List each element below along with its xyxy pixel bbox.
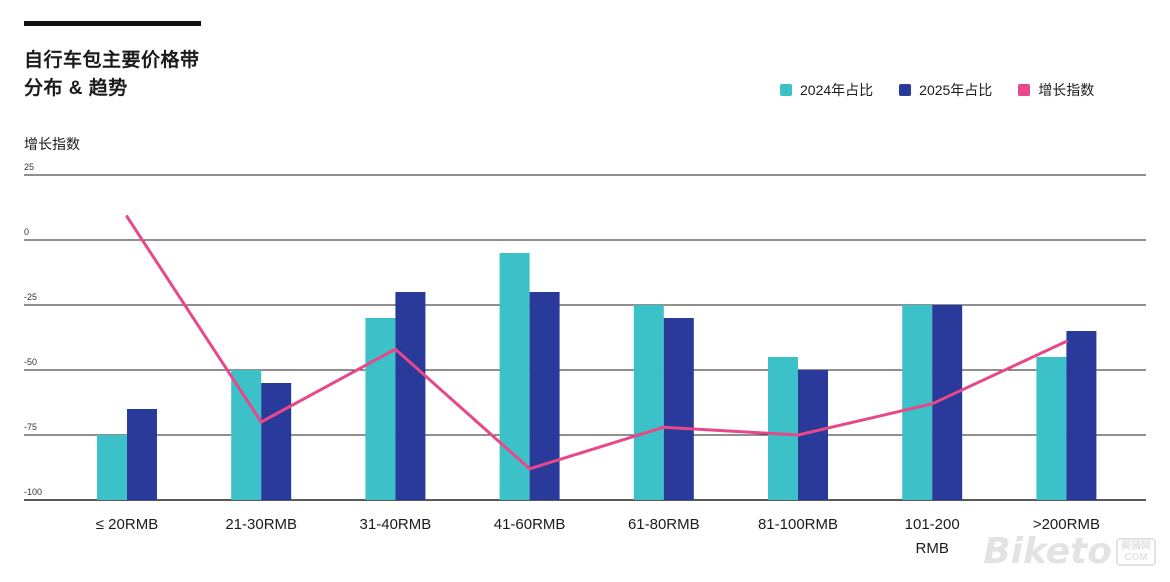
watermark-badge: 美骑网 COM: [1116, 537, 1156, 566]
chart-title: 自行车包主要价格带 分布 & 趋势: [24, 47, 200, 103]
legend-label-growth: 增长指数: [1038, 82, 1095, 98]
x-tick-label: >200RMB: [1033, 516, 1100, 533]
bar-2024: [365, 318, 396, 500]
bar-2024: [499, 253, 530, 500]
y-tick-label: -75: [24, 422, 37, 432]
bar-2025: [261, 383, 292, 500]
bar-2024: [1036, 357, 1067, 500]
title-accent-bar: [24, 21, 201, 26]
bar-2025: [663, 318, 694, 500]
bar-2025: [1066, 331, 1097, 500]
watermark-badge-bottom: COM: [1124, 551, 1148, 563]
legend-item-2025: 2025年占比: [899, 80, 992, 100]
watermark: Biketo 美骑网 COM: [983, 531, 1156, 572]
x-tick-label: ≤ 20RMB: [96, 516, 158, 533]
growth-index-point: [662, 425, 666, 429]
growth-index-point: [796, 433, 800, 437]
legend-swatch-2025: [899, 84, 912, 96]
watermark-brand: Biketo: [983, 531, 1112, 572]
title-line-2: 分布 & 趋势: [24, 78, 128, 99]
legend-swatch-growth: [1018, 84, 1031, 96]
growth-index-point: [528, 467, 532, 471]
bar-2024: [97, 435, 127, 500]
growth-index-point: [393, 347, 397, 351]
bar-2024: [231, 370, 262, 500]
y-tick-label: -100: [24, 487, 42, 497]
y-tick-label: -25: [24, 292, 37, 302]
growth-index-point: [125, 215, 129, 219]
title-line-1: 自行车包主要价格带: [24, 50, 200, 71]
legend-item-2024: 2024年占比: [780, 80, 873, 100]
y-tick-label: -50: [24, 357, 37, 367]
bar-2024: [768, 357, 798, 500]
y-axis-label: 增长指数: [24, 136, 80, 152]
x-tick-label: 31-40RMB: [360, 516, 432, 533]
bar-2024: [633, 305, 664, 500]
bar-2024: [902, 305, 933, 500]
y-tick-label: 25: [24, 162, 34, 172]
growth-index-point: [1064, 339, 1068, 343]
x-tick-label: 101-200: [905, 516, 960, 533]
bar-2025: [395, 292, 426, 500]
x-tick-label: 81-100RMB: [758, 516, 838, 533]
legend-swatch-2024: [780, 84, 792, 96]
x-tick-label: 21-30RMB: [225, 516, 297, 533]
bar-2025: [127, 409, 157, 500]
growth-index-point: [930, 402, 934, 406]
x-tick-label: RMB: [916, 540, 949, 557]
growth-index-line: [125, 215, 1068, 471]
legend-item-growth: 增长指数: [1018, 80, 1094, 100]
legend-label-2025: 2025年占比: [919, 82, 993, 98]
growth-index-point: [259, 420, 263, 424]
y-tick-label: 0: [24, 227, 29, 237]
x-tick-label: 41-60RMB: [494, 516, 566, 533]
legend-label-2024: 2024年占比: [800, 82, 874, 98]
watermark-badge-top: 美骑网: [1121, 540, 1151, 552]
x-tick-label: 61-80RMB: [628, 516, 700, 533]
legend: 2024年占比 2025年占比 增长指数: [780, 80, 1094, 100]
